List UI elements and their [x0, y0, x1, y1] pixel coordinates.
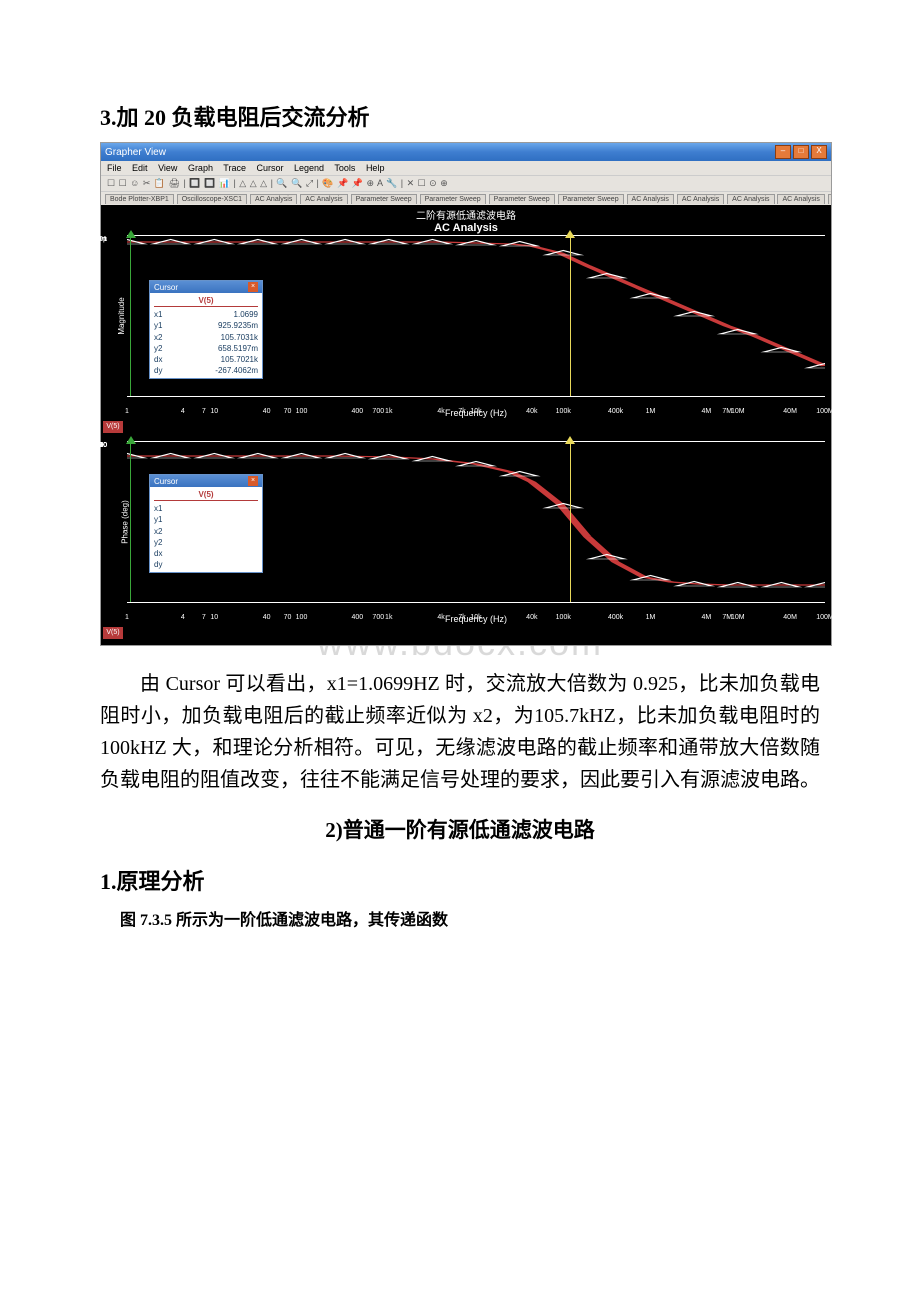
- tab-param-3[interactable]: Parameter Sweep: [489, 194, 555, 204]
- magnitude-panel: Magnitude 1400m100m40m10m4m1m400µ100µ Cu…: [127, 235, 825, 397]
- cursor-1-line[interactable]: [130, 236, 131, 396]
- cursor-1-flag-icon[interactable]: [126, 230, 136, 238]
- tab-ac-7[interactable]: AC Analysis: [828, 194, 831, 204]
- minimize-button[interactable]: –: [775, 145, 791, 159]
- cursor-window-bot-close-icon[interactable]: ×: [248, 476, 258, 486]
- window-titlebar: Grapher View – □ X: [101, 143, 831, 161]
- cursor-1-line-bot[interactable]: [130, 442, 131, 602]
- cursor-window-bot-title: Cursor: [154, 477, 178, 486]
- menu-cursor[interactable]: Cursor: [256, 163, 283, 173]
- tab-ac-3[interactable]: AC Analysis: [627, 194, 674, 204]
- toolbar: ☐ ☐ ☺ ✂ 📋 🖨 | 🔲 🔲 📊 | △ △ △ | 🔍 🔍 ⤢ | 🎨 …: [101, 176, 831, 192]
- menu-trace[interactable]: Trace: [223, 163, 246, 173]
- heading-section-2part: 2)普通一阶有源低通滤波电路: [70, 814, 850, 844]
- plot-area: 二阶有源低通滤波电路 AC Analysis Magnitude 1400m10…: [101, 205, 831, 645]
- grapher-view-window: Grapher View – □ X File Edit View Graph …: [100, 142, 832, 646]
- analysis-paragraph: 由 Cursor 可以看出，x1=1.0699HZ 时，交流放大倍数为 0.92…: [100, 668, 820, 796]
- chart-title: 二阶有源低通滤波电路: [101, 205, 831, 222]
- maximize-button[interactable]: □: [793, 145, 809, 159]
- cursor-2-flag-bot-icon[interactable]: [565, 436, 575, 444]
- menu-tools[interactable]: Tools: [334, 163, 355, 173]
- window-title: Grapher View: [105, 147, 775, 158]
- trace-indicator-bot[interactable]: V(5): [103, 627, 123, 639]
- menu-help[interactable]: Help: [366, 163, 385, 173]
- tab-ac-4[interactable]: AC Analysis: [677, 194, 724, 204]
- phase-xlabel: Frequency (Hz): [127, 614, 825, 624]
- cursor-2-line[interactable]: [570, 236, 571, 396]
- window-buttons: – □ X: [775, 145, 827, 159]
- tab-param-2[interactable]: Parameter Sweep: [420, 194, 486, 204]
- heading-section-3: 3.加 20 负载电阻后交流分析: [100, 100, 850, 132]
- cursor-2-flag-icon[interactable]: [565, 230, 575, 238]
- cursor-2-line-bot[interactable]: [570, 442, 571, 602]
- close-button[interactable]: X: [811, 145, 827, 159]
- tab-ac-5[interactable]: AC Analysis: [727, 194, 774, 204]
- cursor-window-top[interactable]: Cursor × V(5) x11.0699y1925.9235mx2105.7…: [149, 280, 263, 379]
- tab-param-4[interactable]: Parameter Sweep: [558, 194, 624, 204]
- trace-indicator-top[interactable]: V(5): [103, 421, 123, 433]
- chart-subtitle: AC Analysis: [101, 222, 831, 234]
- tab-bode[interactable]: Bode Plotter-XBP1: [105, 194, 174, 204]
- cursor-bot-variable: V(5): [154, 489, 258, 501]
- cursor-window-bot-body: V(5) x1y1x2y2dxdy: [150, 487, 262, 572]
- cursor-window-bot[interactable]: Cursor × V(5) x1y1x2y2dxdy: [149, 474, 263, 573]
- tab-bar: Bode Plotter-XBP1 Oscilloscope-XSC1 AC A…: [101, 192, 831, 205]
- tab-ac-6[interactable]: AC Analysis: [777, 194, 824, 204]
- magnitude-ylabel: Magnitude: [117, 297, 126, 334]
- magnitude-xlabel: Frequency (Hz): [127, 408, 825, 418]
- cursor-window-body: V(5) x11.0699y1925.9235mx2105.7031ky2658…: [150, 293, 262, 378]
- figure-caption: 图 7.3.5 所示为一阶低通滤波电路，其传递函数: [120, 906, 850, 930]
- menu-legend[interactable]: Legend: [294, 163, 324, 173]
- tab-osc[interactable]: Oscilloscope-XSC1: [177, 194, 247, 204]
- menu-file[interactable]: File: [107, 163, 122, 173]
- cursor-window-bot-titlebar: Cursor ×: [150, 475, 262, 487]
- menu-bar: File Edit View Graph Trace Cursor Legend…: [101, 161, 831, 176]
- heading-principle: 1.原理分析: [100, 864, 850, 896]
- tab-param-1[interactable]: Parameter Sweep: [351, 194, 417, 204]
- cursor-window-title: Cursor: [154, 283, 178, 292]
- menu-view[interactable]: View: [158, 163, 177, 173]
- menu-graph[interactable]: Graph: [188, 163, 213, 173]
- cursor-window-close-icon[interactable]: ×: [248, 282, 258, 292]
- tab-ac-2[interactable]: AC Analysis: [300, 194, 347, 204]
- phase-panel: Phase (deg) 100-10-20-30-40-50-60-70-80-…: [127, 441, 825, 603]
- cursor-window-titlebar: Cursor ×: [150, 281, 262, 293]
- cursor-variable: V(5): [154, 295, 258, 307]
- menu-edit[interactable]: Edit: [132, 163, 148, 173]
- tab-ac-1[interactable]: AC Analysis: [250, 194, 297, 204]
- cursor-1-flag-bot-icon[interactable]: [126, 436, 136, 444]
